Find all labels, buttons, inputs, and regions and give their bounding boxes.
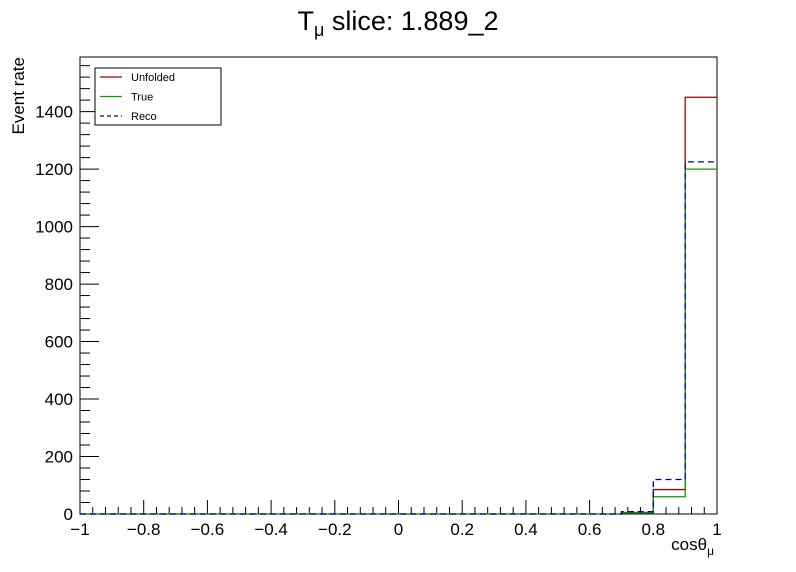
y-tick-label: 0: [64, 505, 73, 524]
x-axis-label-main: cosθ: [671, 535, 707, 554]
legend-label-unfolded: Unfolded: [131, 72, 175, 84]
x-tick-label: 0.6: [578, 520, 602, 539]
x-tick-label: −1: [70, 520, 89, 539]
y-tick-label: 800: [45, 275, 73, 294]
x-tick-label: 0.4: [514, 520, 538, 539]
y-tick-label: 1000: [35, 218, 73, 237]
x-tick-label: −0.2: [318, 520, 352, 539]
x-tick-label: −0.6: [191, 520, 225, 539]
chart-title: Tμ slice: 1.889_2: [298, 6, 499, 40]
series-unfolded-line: [80, 97, 717, 514]
axis-ticks: [80, 66, 717, 514]
x-axis-label: cosθμ: [671, 535, 714, 558]
legend-label-reco: Reco: [131, 111, 157, 123]
y-axis-label: Event rate: [9, 57, 28, 135]
x-tick-label: −0.8: [127, 520, 161, 539]
plot-frame: [80, 57, 717, 514]
x-tick-label: −0.4: [254, 520, 288, 539]
x-axis-label-sub: μ: [707, 544, 714, 558]
x-tick-label: 0.2: [450, 520, 474, 539]
y-tick-label: 1400: [35, 103, 73, 122]
y-tick-label: 1200: [35, 160, 73, 179]
x-tick-label: 0: [394, 520, 403, 539]
histogram-series: [80, 97, 717, 514]
legend: Unfolded True Reco: [95, 68, 221, 125]
chart-title-sub: μ: [314, 20, 324, 40]
series-true-line: [80, 169, 717, 514]
series-reco-line: [80, 162, 717, 514]
legend-label-true: True: [131, 92, 153, 104]
axis-tick-labels: −1 −0.8 −0.6 −0.4 −0.2 0 0.2 0.4 0.6 0.8 1 0 200 400 6…: [35, 103, 722, 539]
y-tick-label: 200: [45, 448, 73, 467]
y-tick-label: 600: [45, 333, 73, 352]
y-tick-label: 400: [45, 390, 73, 409]
chart-title-main: T: [298, 6, 315, 36]
x-tick-label: 1: [712, 520, 721, 539]
chart-title-rest: slice: 1.889_2: [324, 6, 498, 36]
x-tick-label: 0.8: [641, 520, 665, 539]
